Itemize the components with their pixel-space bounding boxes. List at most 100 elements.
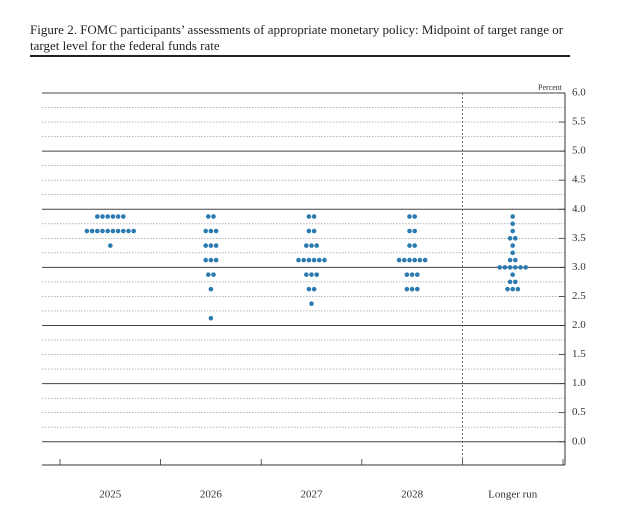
dot <box>306 228 312 234</box>
y-tick-label: 1.5 <box>572 348 586 360</box>
x-tick-label: 2026 <box>200 489 223 501</box>
dot <box>213 243 219 248</box>
dot <box>518 265 523 270</box>
y-tick-label: 2.5 <box>572 290 586 302</box>
dot <box>203 243 208 248</box>
dot <box>304 243 309 248</box>
dot <box>497 265 503 270</box>
dot <box>422 257 428 263</box>
dot <box>115 228 121 234</box>
y-tick-label: 4.5 <box>572 174 586 186</box>
x-tick-label: 2027 <box>301 489 324 501</box>
dot <box>309 243 314 248</box>
y-tick-label: 3.0 <box>572 261 586 273</box>
chart-title: Figure 2. FOMC participants’ assessments… <box>30 22 564 53</box>
y-tick-label: 3.5 <box>572 232 586 244</box>
dot <box>306 286 312 292</box>
dot <box>412 257 418 263</box>
dot <box>510 286 515 292</box>
dot <box>513 279 518 285</box>
dot <box>208 286 214 292</box>
dot <box>510 228 515 234</box>
dot <box>213 228 219 234</box>
dot <box>510 272 515 277</box>
y-axis-label: Percent <box>538 83 563 92</box>
dot <box>208 243 214 248</box>
dot <box>409 272 415 277</box>
dot <box>412 243 418 248</box>
dot <box>507 257 513 263</box>
dot <box>211 214 216 219</box>
y-tick-label: 0.0 <box>572 435 586 447</box>
dot <box>206 214 211 219</box>
y-tick-label: 5.0 <box>572 145 586 157</box>
x-tick-label: 2025 <box>99 489 122 501</box>
dot <box>412 214 418 219</box>
dot <box>296 257 301 263</box>
dot <box>208 228 214 234</box>
dot <box>110 228 116 234</box>
dot <box>84 228 90 234</box>
y-tick-label: 4.0 <box>572 203 586 215</box>
dot <box>95 214 100 219</box>
dot <box>121 214 126 219</box>
dot <box>407 214 412 219</box>
dot <box>404 272 410 277</box>
dot <box>523 265 528 270</box>
y-tick-label: 6.0 <box>572 87 586 99</box>
dot <box>417 257 423 263</box>
dot <box>314 272 320 277</box>
dot <box>110 214 116 219</box>
dot <box>510 221 515 227</box>
dot <box>396 257 402 263</box>
dot <box>121 228 126 234</box>
dot <box>213 257 219 263</box>
dot <box>306 257 312 263</box>
dot <box>507 265 513 270</box>
dot <box>311 228 317 234</box>
dot <box>211 272 216 277</box>
dot <box>409 286 415 292</box>
dot <box>126 228 131 234</box>
dot <box>404 286 410 292</box>
dot <box>203 257 208 263</box>
dot <box>95 228 100 234</box>
dot <box>505 286 510 292</box>
dot <box>206 272 211 277</box>
dot <box>415 272 420 277</box>
dot <box>314 243 320 248</box>
dot <box>507 279 513 285</box>
dot <box>510 214 515 219</box>
dot <box>311 286 317 292</box>
dot <box>510 250 515 256</box>
dot <box>407 243 412 248</box>
dot <box>311 214 317 219</box>
dot <box>105 228 110 234</box>
dot <box>115 214 121 219</box>
y-tick-label: 2.0 <box>572 319 586 331</box>
dot <box>306 214 312 219</box>
dot <box>412 228 418 234</box>
dot <box>322 257 327 263</box>
dot <box>89 228 95 234</box>
dot <box>100 228 105 234</box>
y-tick-label: 5.5 <box>572 116 586 128</box>
dot <box>304 272 309 277</box>
dot <box>105 214 110 219</box>
dot <box>407 228 412 234</box>
dot <box>317 257 322 263</box>
dot <box>309 272 314 277</box>
dot <box>502 265 508 270</box>
dot <box>513 257 518 263</box>
dot <box>402 257 407 263</box>
dot <box>108 243 113 248</box>
dot <box>203 228 208 234</box>
dot <box>415 286 420 292</box>
dot <box>407 257 412 263</box>
x-tick-label: 2028 <box>401 489 424 501</box>
y-tick-label: 1.0 <box>572 377 586 389</box>
x-tick-label: Longer run <box>488 489 538 501</box>
dot <box>510 243 515 248</box>
